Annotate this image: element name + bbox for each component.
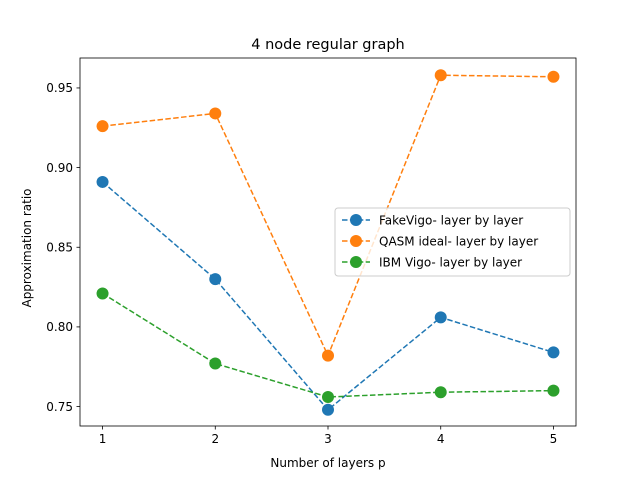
x-tick-label: 3	[324, 432, 332, 446]
x-axis: 1 2 3 4 5	[99, 426, 558, 446]
legend-item: QASM ideal- layer by layer	[342, 234, 538, 248]
data-point	[434, 386, 447, 399]
x-tick-label: 1	[99, 432, 107, 446]
legend-label: FakeVigo- layer by layer	[379, 213, 523, 227]
legend-box	[334, 207, 571, 277]
data-point	[322, 391, 334, 404]
y-axis: 0.75 0.80 0.85 0.90 0.95	[46, 81, 80, 414]
series-2	[96, 69, 560, 362]
legend: FakeVigo- layer by layer QASM ideal- laye…	[334, 207, 571, 277]
y-tick-label: 0.75	[46, 400, 73, 414]
series-1	[96, 175, 560, 416]
data-point	[209, 357, 222, 370]
data-point	[209, 107, 222, 120]
series-layer	[96, 69, 560, 416]
data-point	[209, 273, 222, 286]
data-point	[547, 384, 560, 397]
data-point	[322, 349, 334, 362]
legend-item: FakeVigo- layer by layer	[342, 213, 523, 227]
data-point	[96, 287, 109, 300]
data-point	[547, 70, 560, 83]
series-3	[96, 287, 560, 404]
legend-item: IBM Vigo- layer by layer	[342, 255, 522, 269]
legend-swatch-marker	[350, 256, 362, 268]
x-tick-label: 4	[437, 432, 445, 446]
data-point	[434, 69, 447, 82]
x-tick-label: 5	[550, 432, 558, 446]
data-point	[96, 175, 109, 188]
data-point	[547, 346, 560, 359]
y-tick-label: 0.80	[46, 320, 73, 334]
chart-title: 4 node regular graph	[251, 37, 405, 53]
legend-swatch-marker	[350, 235, 362, 247]
y-tick-label: 0.85	[46, 241, 73, 255]
legend-swatch-marker	[350, 214, 362, 226]
x-axis-label: Number of layers p	[270, 456, 385, 470]
series-line	[102, 292, 554, 398]
data-point	[322, 403, 334, 416]
legend-label: QASM ideal- layer by layer	[379, 234, 538, 248]
y-tick-label: 0.90	[46, 161, 73, 175]
y-axis-label: Approximation ratio	[20, 188, 34, 307]
y-tick-label: 0.95	[46, 81, 73, 95]
legend-label: IBM Vigo- layer by layer	[379, 255, 522, 269]
data-point	[96, 120, 109, 133]
data-point	[434, 311, 447, 324]
x-tick-label: 2	[211, 432, 219, 446]
